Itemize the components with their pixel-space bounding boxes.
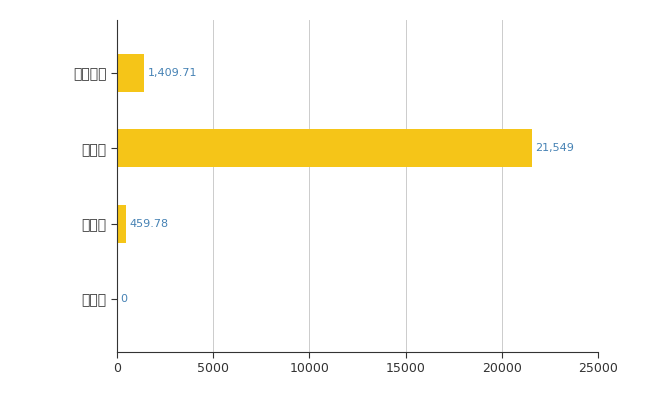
Text: 0: 0 bbox=[120, 294, 127, 304]
Bar bbox=[117, 205, 126, 242]
Text: 21,549: 21,549 bbox=[536, 143, 575, 153]
Bar bbox=[117, 130, 532, 167]
Bar bbox=[117, 54, 144, 92]
Text: 1,409.71: 1,409.71 bbox=[148, 68, 198, 78]
Text: 459.78: 459.78 bbox=[130, 219, 169, 229]
